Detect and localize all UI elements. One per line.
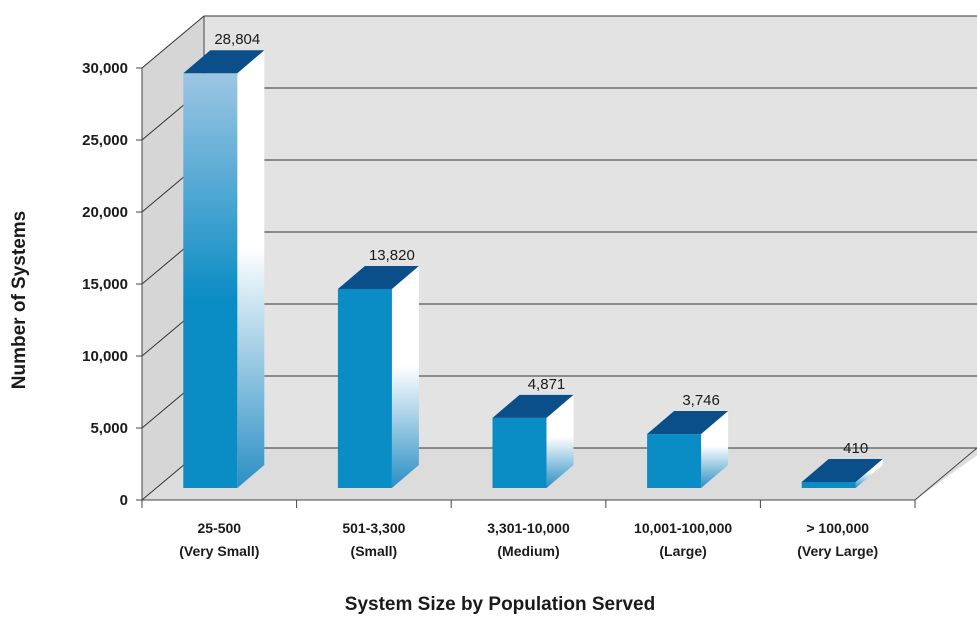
gridline-side <box>141 15 205 69</box>
floor-right-edge <box>914 447 977 501</box>
data-label: 13,820 <box>369 247 415 264</box>
y-tick-label: 5,000 <box>90 420 128 437</box>
bar-side <box>855 459 883 488</box>
y-tick-label: 0 <box>120 492 128 509</box>
bar-top <box>647 411 729 435</box>
y-tick-label: 30,000 <box>82 60 128 77</box>
bars-group: 28,804 13,820 4,871 3,746 410 <box>183 31 883 488</box>
bar-top <box>492 394 574 418</box>
y-axis-ticks: 0 5,000 10,000 15,000 20,000 25,000 30,000 <box>82 60 142 509</box>
x-tick-label: > 100,000 <box>806 520 869 536</box>
bar-side <box>546 394 574 488</box>
x-tick-label: 10,001-100,000 <box>634 520 732 536</box>
bar-side <box>701 411 729 488</box>
y-axis-title: Number of Systems <box>9 211 30 389</box>
y-tick-label: 25,000 <box>82 132 128 149</box>
bar-top <box>337 265 419 289</box>
y-tick-label: 15,000 <box>82 276 128 293</box>
bar-top <box>801 459 883 482</box>
data-label: 410 <box>843 440 868 457</box>
y-tick-label: 20,000 <box>82 204 128 221</box>
y-tick-label: 10,000 <box>82 348 128 365</box>
x-axis-title: System Size by Population Served <box>345 594 655 615</box>
x-tick-label-sub: (Small) <box>351 543 398 559</box>
bar-top <box>183 50 265 74</box>
data-label: 4,871 <box>528 376 566 393</box>
bar <box>647 434 702 488</box>
x-tick-label-sub: (Large) <box>659 543 706 559</box>
data-label: 3,746 <box>682 392 720 409</box>
data-label: 28,804 <box>214 31 260 48</box>
bar-side <box>391 265 419 488</box>
bar <box>337 288 392 488</box>
bar <box>801 482 856 488</box>
x-tick-label-sub: (Medium) <box>497 543 559 559</box>
x-tick-label-sub: (Very Large) <box>797 543 878 559</box>
x-tick-label: 25-500 <box>198 520 242 536</box>
x-tick-label: 501-3,300 <box>342 520 405 536</box>
bar-side <box>237 50 265 488</box>
x-tick-label-sub: (Very Small) <box>179 543 259 559</box>
x-tick-label: 3,301-10,000 <box>487 520 570 536</box>
bar <box>492 417 547 488</box>
bar <box>183 73 238 488</box>
x-axis-ticks: 25-500 (Very Small) 501-3,300 (Small) 3,301-… <box>141 500 916 559</box>
